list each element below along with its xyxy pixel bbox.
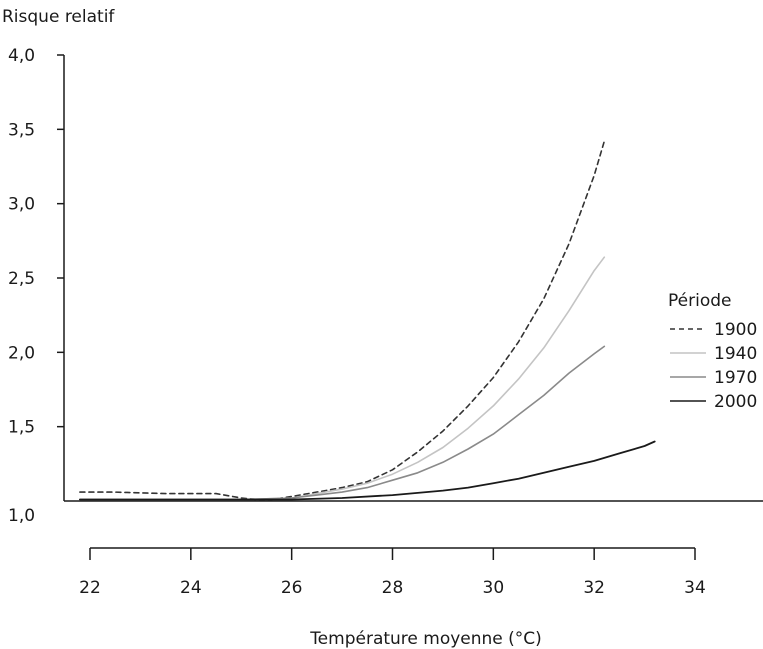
legend-items: 1900 1940 1970 2000	[670, 320, 757, 412]
series-group	[79, 140, 656, 501]
y-ticks: 1,0 1,5 2,0 2,5 3,0 3,5 4,0	[8, 46, 64, 526]
x-tick-label: 28	[382, 578, 404, 598]
x-tick-label: 32	[583, 578, 605, 598]
x-tick-label: 24	[180, 578, 202, 598]
legend-label-2000: 2000	[714, 392, 757, 412]
legend: Période 1900 1940 1970 2000	[668, 291, 757, 412]
y-tick-label: 4,0	[8, 46, 35, 66]
y-axis-title: Risque relatif	[2, 7, 115, 27]
x-tick-label: 22	[79, 578, 101, 598]
legend-label-1970: 1970	[714, 368, 757, 388]
series-line-2000	[79, 440, 656, 501]
x-ticks: 22 24 26 28 30 32 34	[79, 548, 706, 598]
y-tick-label: 1,0	[8, 506, 35, 526]
legend-label-1900: 1900	[714, 320, 757, 340]
y-tick-label: 3,0	[8, 195, 35, 215]
y-tick-label: 1,5	[8, 418, 35, 438]
x-axis-title: Température moyenne (°C)	[309, 629, 542, 649]
y-tick-label: 3,5	[8, 120, 35, 140]
y-tick-label: 2,0	[8, 343, 35, 363]
legend-label-1940: 1940	[714, 344, 757, 364]
x-tick-label: 26	[281, 578, 303, 598]
series-line-1900	[79, 140, 606, 501]
y-tick-label: 2,5	[8, 269, 35, 289]
series-line-1940	[79, 256, 606, 501]
legend-title: Période	[668, 291, 731, 311]
x-tick-label: 34	[684, 578, 706, 598]
x-tick-label: 30	[483, 578, 505, 598]
